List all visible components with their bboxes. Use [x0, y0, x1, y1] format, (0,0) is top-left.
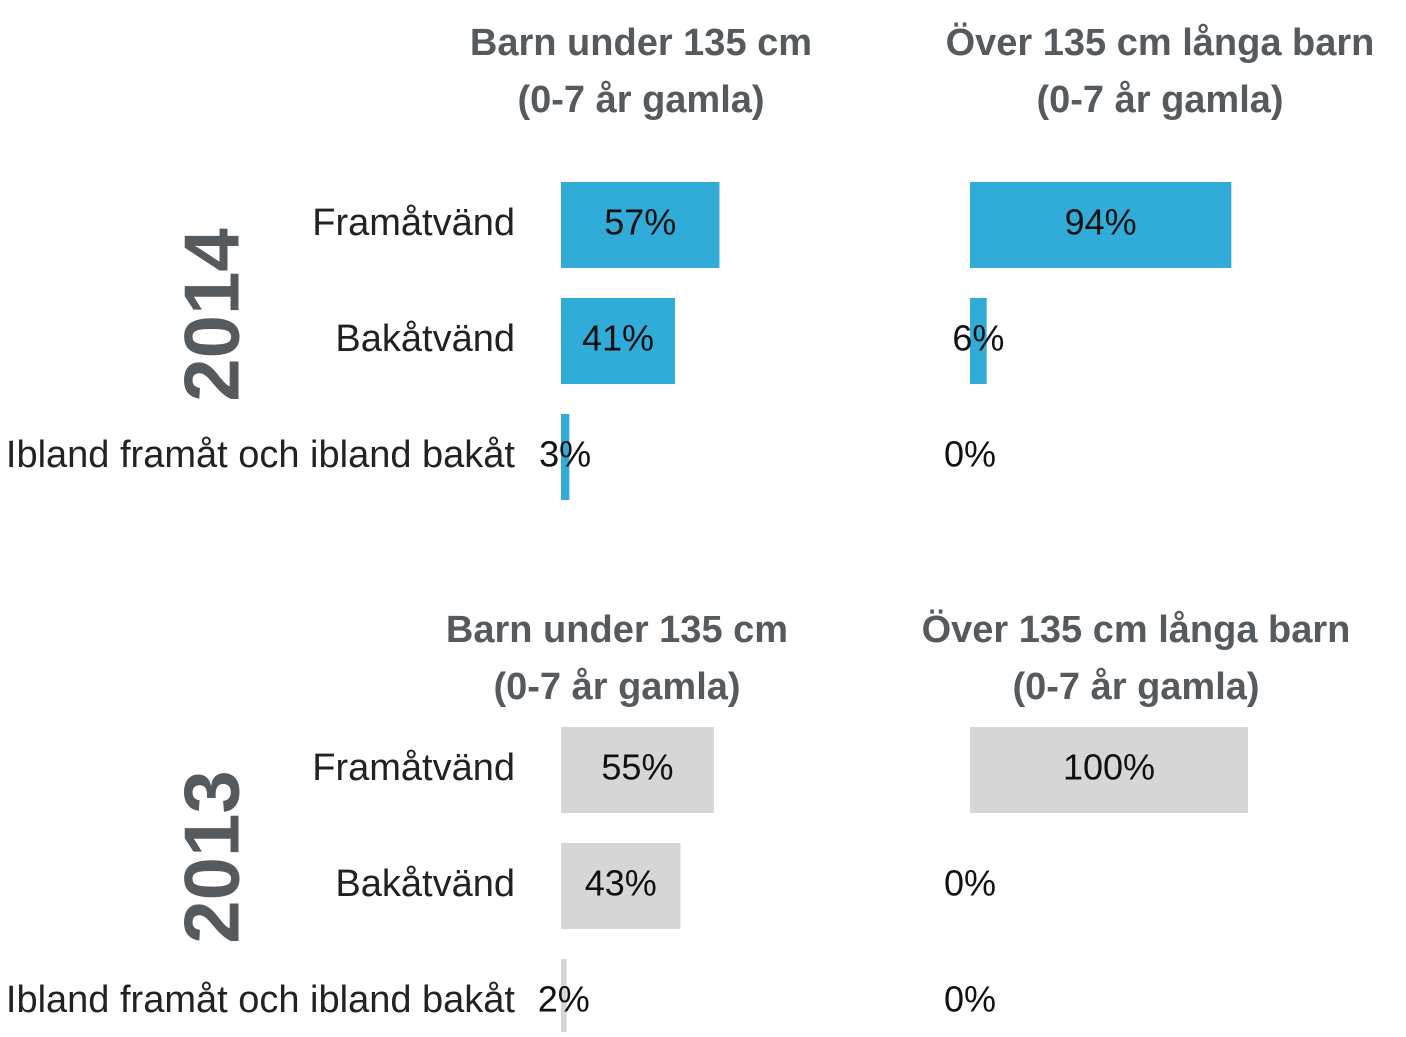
bar — [561, 414, 570, 500]
value-label: 0% — [944, 863, 996, 904]
category-label: Bakåtvänd — [335, 863, 515, 905]
value-label: 43% — [585, 863, 657, 904]
series-title: Över 135 cm långa barn — [946, 21, 1375, 64]
category-label: Bakåtvänd — [335, 318, 515, 360]
bar — [970, 727, 1248, 813]
category-label: Ibland framåt och ibland bakåt — [6, 434, 516, 476]
value-label: 2% — [538, 979, 590, 1020]
bar — [561, 298, 675, 384]
value-label: 3% — [539, 434, 591, 475]
value-label: 100% — [1063, 747, 1155, 788]
bar — [561, 843, 681, 929]
category-label: Framåtvänd — [312, 202, 515, 244]
bar — [561, 727, 714, 813]
bar — [970, 298, 987, 384]
value-label: 94% — [1065, 202, 1137, 243]
value-label: 6% — [952, 318, 1004, 359]
category-label: Framåtvänd — [312, 747, 515, 789]
value-label: 0% — [944, 979, 996, 1020]
value-label: 0% — [944, 434, 996, 475]
bar — [561, 959, 567, 1037]
series-subtitle: (0-7 år gamla) — [493, 666, 740, 708]
series-subtitle: (0-7 år gamla) — [517, 79, 764, 121]
value-label: 57% — [604, 202, 676, 243]
series-subtitle: (0-7 år gamla) — [1012, 666, 1259, 708]
year-label: 2014 — [168, 228, 256, 402]
series-title: Över 135 cm långa barn — [922, 608, 1351, 651]
value-label: 55% — [601, 747, 673, 788]
series-title: Barn under 135 cm — [470, 22, 812, 64]
series-subtitle: (0-7 år gamla) — [1036, 79, 1283, 121]
bar — [561, 182, 720, 268]
value-label: 41% — [582, 318, 654, 359]
category-label: Ibland framåt och ibland bakåt — [6, 979, 516, 1021]
year-label: 2013 — [168, 770, 256, 944]
series-title: Barn under 135 cm — [446, 609, 788, 651]
bar — [970, 182, 1232, 268]
